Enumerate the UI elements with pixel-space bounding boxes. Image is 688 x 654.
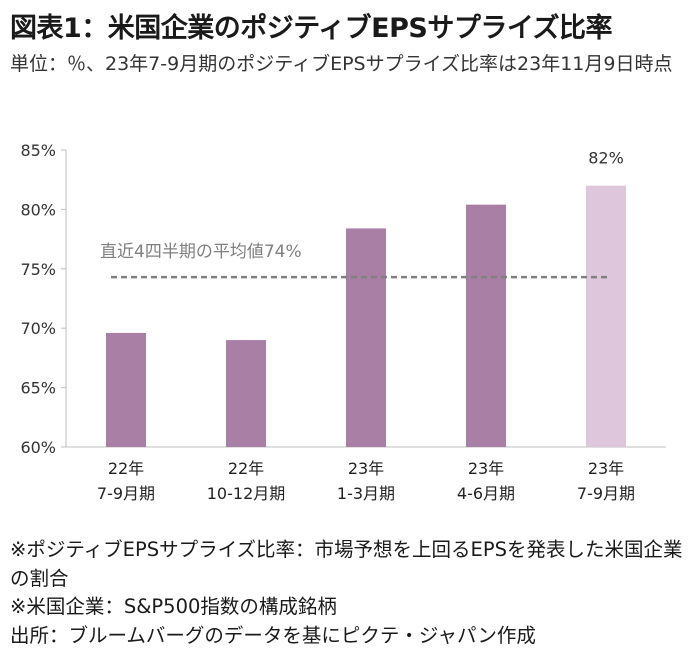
bar	[346, 228, 386, 447]
x-tick-label: 7-9月期	[577, 484, 635, 503]
y-tick-label: 80%	[20, 200, 56, 219]
x-tick-label: 4-6月期	[457, 484, 515, 503]
y-tick-label: 70%	[20, 319, 56, 338]
bar	[466, 204, 506, 447]
x-tick-label: 10-12月期	[207, 484, 286, 503]
x-tick-label: 7-9月期	[97, 484, 155, 503]
x-tick-label: 22年	[108, 459, 144, 478]
footnote-companies: ※米国企業：S&P500指数の構成銘柄	[10, 595, 337, 618]
average-reference-label: 直近4四半期の平均値74%	[100, 242, 302, 262]
x-tick-label: 23年	[588, 459, 624, 478]
x-tick-label: 1-3月期	[337, 484, 395, 503]
footnote-definition: ※ポジティブEPSサプライズ比率：市場予想を上回るEPSを発表した米国企業の割合	[10, 538, 683, 590]
y-tick-label: 65%	[20, 379, 56, 398]
y-tick-label: 60%	[20, 438, 56, 457]
footnote-source: 出所：ブルームバーグのデータを基にピクテ・ジャパン作成	[10, 623, 536, 647]
bar-data-label: 82%	[588, 149, 624, 168]
y-tick-label: 85%	[20, 141, 56, 160]
x-tick-label: 23年	[468, 459, 504, 478]
bar	[586, 185, 626, 447]
footnotes: ※ポジティブEPSサプライズ比率：市場予想を上回るEPSを発表した米国企業の割合…	[10, 536, 685, 650]
bar	[106, 332, 146, 447]
bar-chart: 60% 65% 70% 75% 80% 85% 22年 7-9月期 22年 10-12月期 23年 1…	[20, 141, 666, 503]
y-tick-label: 75%	[20, 260, 56, 279]
x-tick-label: 23年	[348, 459, 384, 478]
x-tick-label: 22年	[228, 459, 264, 478]
chart-title: 図表1：米国企業のポジティブEPSサプライズ比率	[10, 13, 613, 44]
bar	[226, 340, 266, 447]
chart-subtitle: 単位：％、23年7-9月期のポジティブEPSサプライズ比率は23年11月9日時点	[10, 53, 673, 75]
